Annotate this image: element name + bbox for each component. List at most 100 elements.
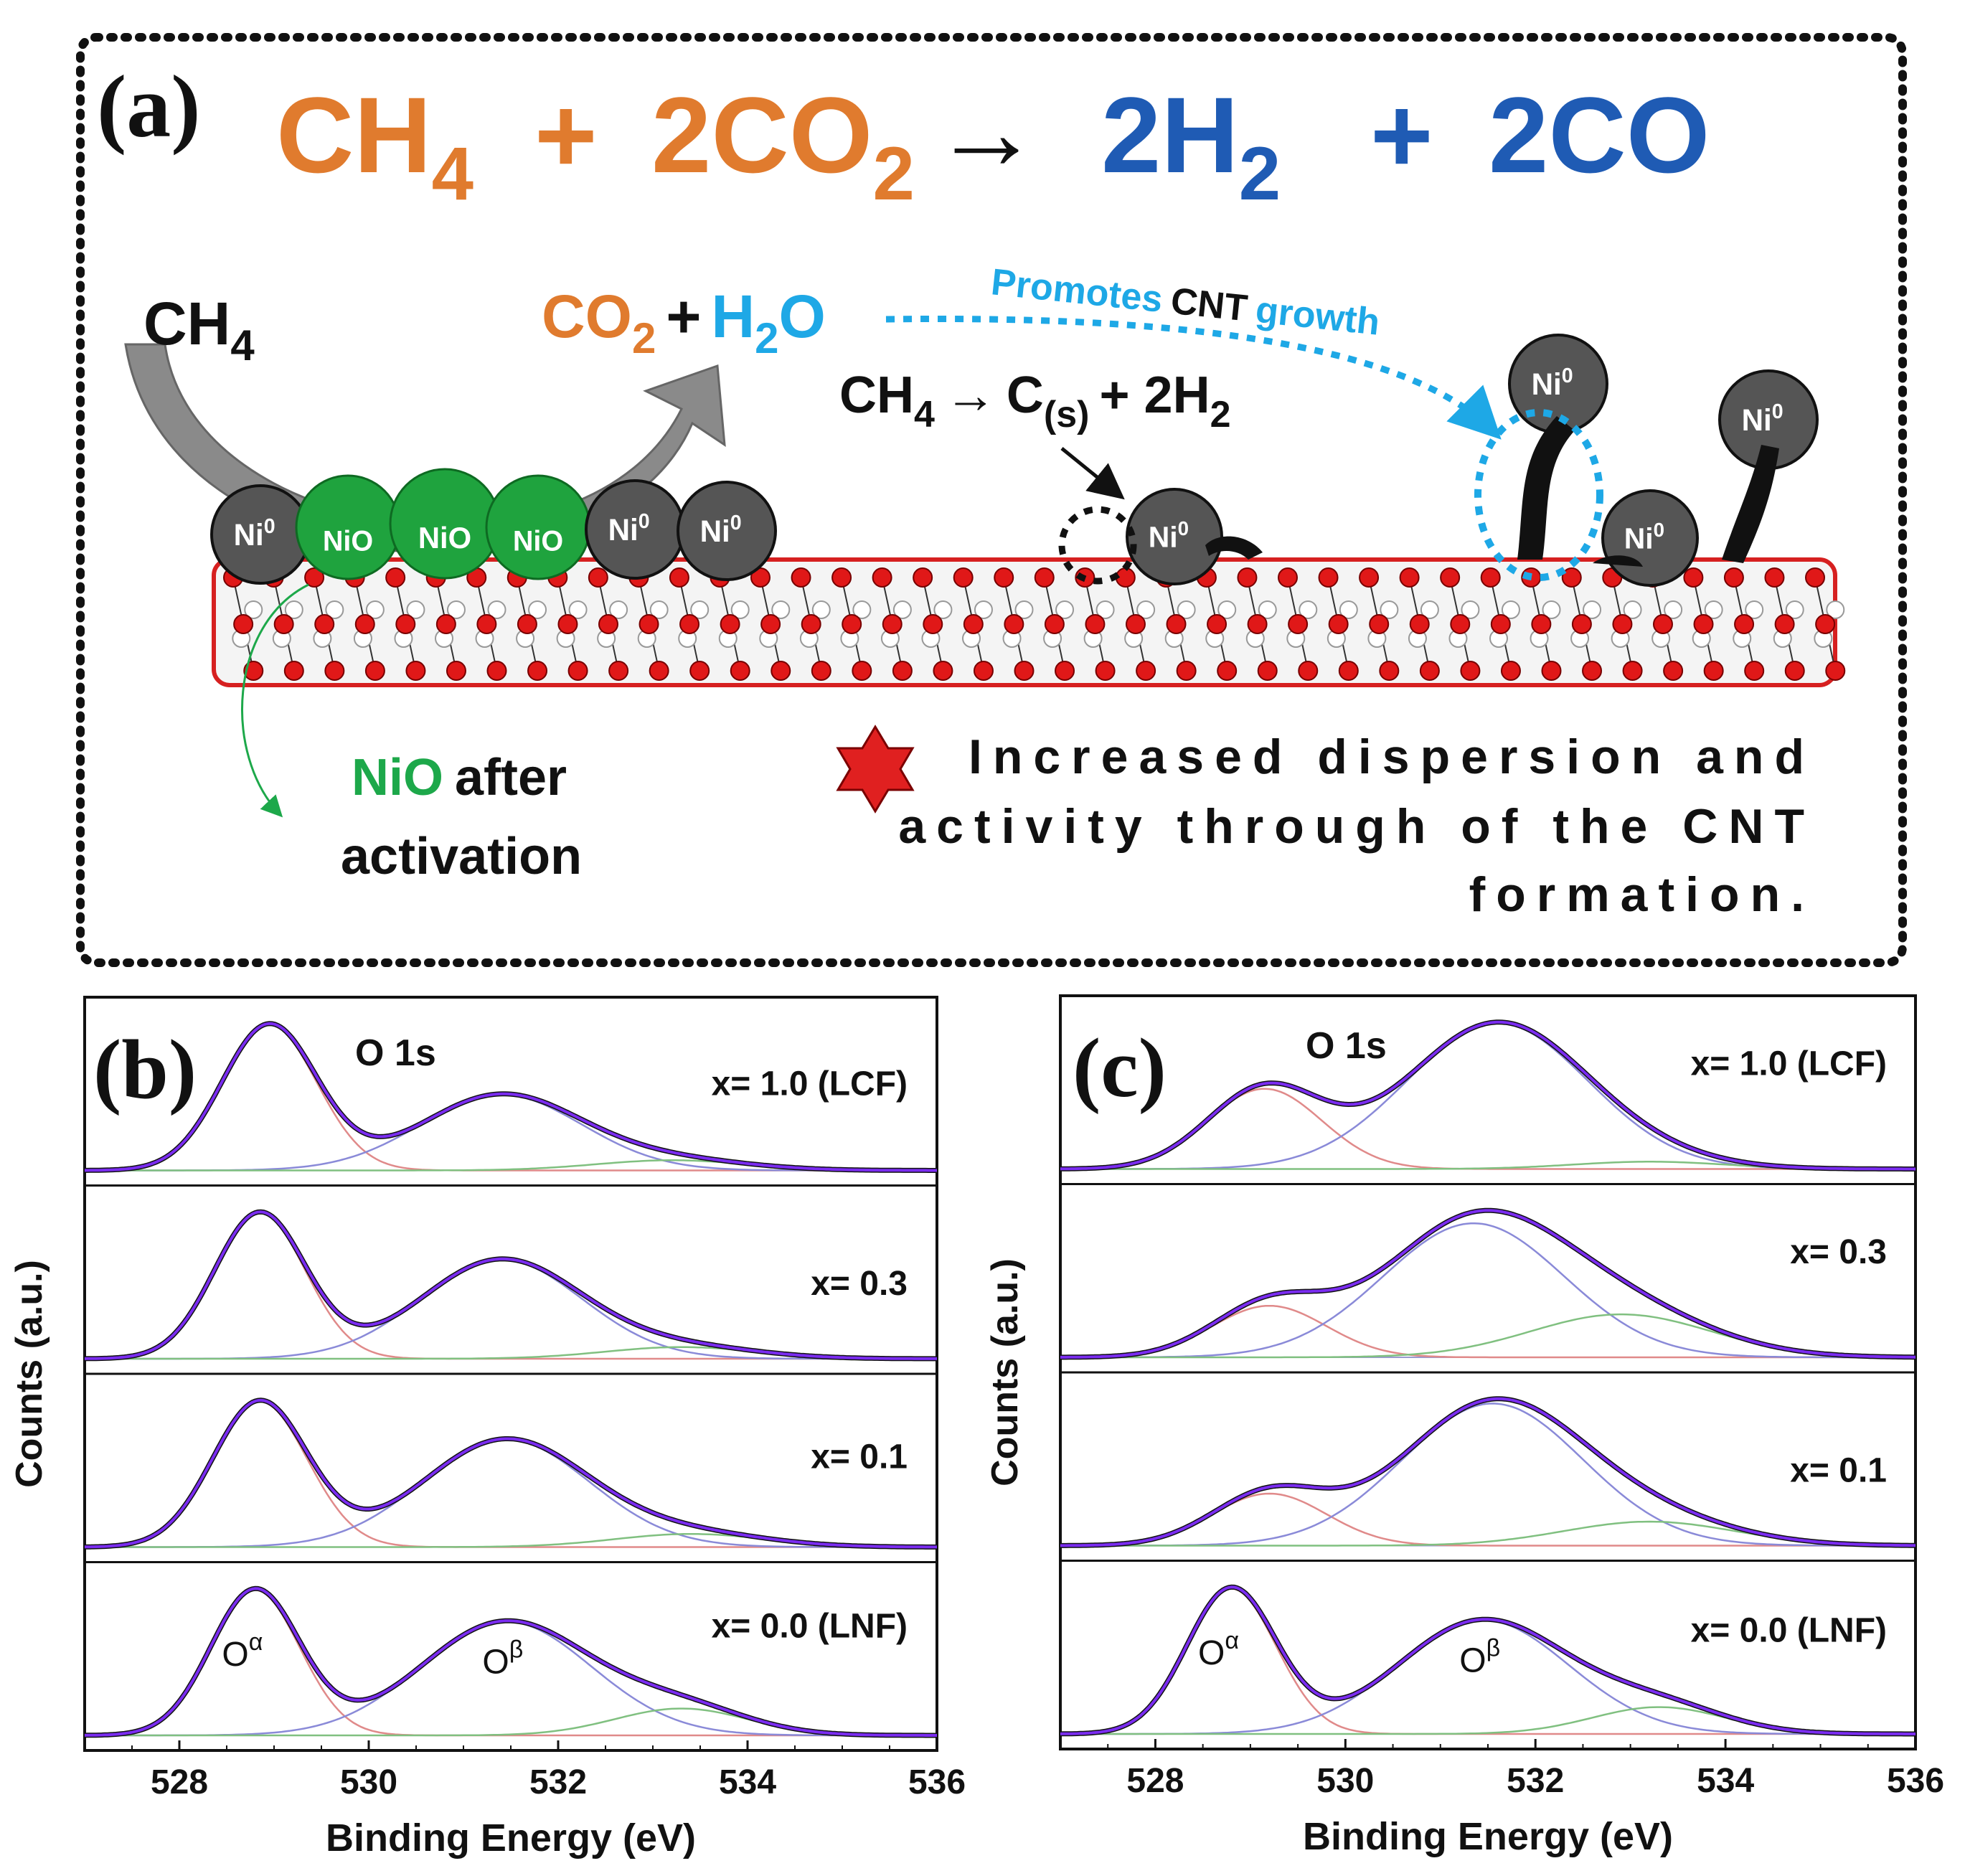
lattice-atoms [223,567,1846,681]
lattice-atom-oxygen [1815,614,1836,634]
x-axis-label: Binding Energy (eV) [1303,1815,1673,1858]
lattice-atom-oxygen [852,661,872,681]
panel-b-xps-chart: x= 1.0 (LCF) x= 0.3 x= 0.1 x= 0.0 (LNF) 528 5… [9,996,966,1859]
lattice-atom-oxygen [882,614,903,634]
lattice-atom-oxygen [811,661,831,681]
lattice-atom-oxygen [1125,614,1146,634]
lattice-atom-oxygen [933,661,953,681]
lattice-atom-oxygen [649,661,669,681]
lattice-atom-oxygen [476,614,497,634]
lattice-atom-oxygen [1612,614,1633,634]
y-axis-label: Counts (a.u.) [9,1260,50,1488]
lattice-atom-white [1380,600,1399,619]
lattice-atom-oxygen [588,567,608,588]
lattice-atom-oxygen [1014,661,1035,681]
lattice-atom-oxygen [243,661,264,681]
fit-component [84,1212,937,1360]
lattice-atom-oxygen [791,567,811,588]
lattice-atom-white [811,600,831,619]
lattice-atom-white [609,600,628,619]
lattice-atom-oxygen [1582,661,1603,681]
lattice-atom-oxygen [669,567,689,588]
lattice-atom-oxygen [608,661,629,681]
dotted-frame [76,33,1907,967]
series-label: x= 0.0 (LNF) [1691,1611,1887,1649]
lattice-atom-oxygen [1500,661,1521,681]
lattice-atom-white [1704,600,1723,619]
reaction-ch4: CH4 [276,75,473,216]
o-alpha-label: Oα [222,1628,263,1674]
x-tick-label: 532 [1507,1762,1564,1800]
lattice-atom-white [933,600,953,619]
lattice-atom-oxygen [801,614,821,634]
lattice-atom-oxygen [720,614,740,634]
series-label: x= 0.0 (LNF) [712,1608,908,1646]
lattice-atom-oxygen [1734,614,1755,634]
spectrum-fit-envelope [1060,1585,1915,1735]
promotes-arrow [885,315,1502,440]
methane-decomposition: CH4 → C(s) + 2H2 [839,367,1231,435]
spectrum-measured [1060,1396,1915,1548]
series-label: x= 1.0 (LCF) [1691,1045,1887,1083]
lattice-atom-oxygen [1369,614,1390,634]
reaction-arrow: → [933,71,1040,192]
spectrum-measured [84,1209,937,1362]
lattice-atom-oxygen [1166,614,1187,634]
lattice-atom-oxygen [872,567,892,588]
ni0-label: Ni0 [608,510,650,547]
lattice-atom-oxygen [304,567,325,588]
promotes-label: Promotes CNT growth [989,261,1382,344]
lattice-atom-oxygen [1328,614,1349,634]
lattice-atom-white [487,600,506,619]
lattice-atom-white [1014,600,1034,619]
lattice-atom-oxygen [953,567,974,588]
x-tick-label: 534 [719,1763,776,1801]
lattice-atom-oxygen [1217,661,1238,681]
ni0-particle: Ni0 [1718,369,1819,470]
cnt-stalk [1517,416,1575,560]
ni0-label: Ni0 [1624,519,1664,555]
lattice-atom-oxygen [1359,567,1380,588]
ni0-particle: Ni0 [585,479,685,580]
ni0-label: Ni0 [700,512,742,548]
ni0-particle: Ni0 [1508,334,1608,434]
nio-particle: NiO [389,468,501,580]
lattice-atom-oxygen [831,567,852,588]
lattice-atom-oxygen [314,614,335,634]
spectrum-fit-envelope [84,1398,937,1549]
nio-note-line2: activation [341,828,582,885]
o-alpha-label: Oα [1198,1627,1239,1672]
lattice-atom-oxygen [385,567,406,588]
carbon-deposit-dotted [1058,506,1137,585]
lattice-atom-oxygen [1247,614,1268,634]
lattice-atom-oxygen [1460,661,1481,681]
lattice-atom-oxygen [1440,567,1461,588]
lattice-atom-oxygen [1561,567,1582,588]
nio-particle: NiO [485,474,591,580]
lattice-atom-white [690,600,710,619]
chart-title: O 1s [1306,1025,1387,1067]
chart-title: O 1s [355,1032,436,1074]
nio-note-line1: NiO after [352,749,567,806]
lattice-atom-oxygen [1338,661,1359,681]
spectrum-fit-envelope [1060,1397,1915,1547]
ni0-particle: Ni0 [210,484,311,585]
lattice-atom-oxygen [1652,614,1673,634]
series-label: x= 0.3 [1790,1233,1887,1271]
lattice-atom-oxygen [1541,661,1562,681]
lattice-atom-oxygen [446,661,466,681]
lattice-atom-white [1542,600,1561,619]
y-axis-label: Counts (a.u.) [984,1258,1026,1486]
nio-label: NiO [418,521,471,555]
lattice-atom-white [1339,600,1358,619]
lattice-atom-oxygen [1825,661,1846,681]
spectrum-measured [1060,1207,1915,1360]
ni0-label: Ni0 [1742,400,1783,437]
lattice-atom-oxygen [1622,661,1643,681]
ni0-particle: Ni0 [1601,489,1699,587]
lattice-atom-oxygen [405,661,426,681]
nio-note-arrow [241,583,309,818]
lattice-atom-oxygen [1409,614,1430,634]
lattice-atom-oxygen [324,661,345,681]
fit-component [1060,1222,1915,1359]
